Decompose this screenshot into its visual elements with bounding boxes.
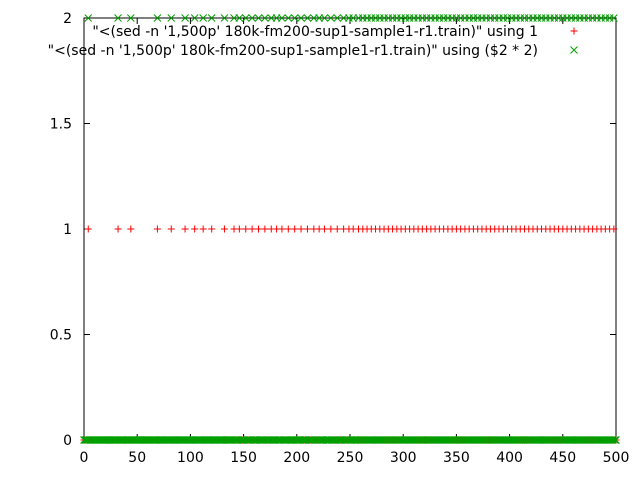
data-point <box>254 14 263 22</box>
legend-marker <box>570 27 578 35</box>
data-point <box>199 225 207 233</box>
series-2 <box>80 14 620 444</box>
data-point <box>333 225 341 233</box>
legend-marker <box>570 46 578 54</box>
legend-label: "<(sed -n '1,500p' 180k-fm200-sup1-sampl… <box>48 43 538 59</box>
data-point <box>612 436 620 444</box>
data-point <box>320 225 328 233</box>
data-point <box>326 14 335 22</box>
data-point <box>235 225 243 233</box>
data-point <box>254 225 262 233</box>
data-point <box>127 225 135 233</box>
data-point <box>190 14 199 22</box>
data-point <box>608 436 617 444</box>
legend: "<(sed -n '1,500p' 180k-fm200-sup1-sampl… <box>48 24 578 59</box>
data-point <box>261 225 269 233</box>
data-marks <box>80 14 620 444</box>
data-point <box>610 225 618 233</box>
x-tick-label: 450 <box>549 450 576 466</box>
data-point <box>181 225 189 233</box>
data-point <box>220 14 229 22</box>
data-point <box>235 14 244 22</box>
x-tick-label: 400 <box>496 450 523 466</box>
series-1 <box>80 225 620 444</box>
data-point <box>167 225 175 233</box>
data-point <box>327 225 335 233</box>
data-point <box>278 14 286 22</box>
x-tick-label: 300 <box>390 450 417 466</box>
data-point <box>114 225 122 233</box>
data-point <box>284 14 293 22</box>
x-tick-label: 100 <box>177 450 204 466</box>
data-point <box>84 225 92 233</box>
data-point <box>291 225 299 233</box>
data-point <box>153 14 162 22</box>
data-point <box>167 14 176 22</box>
data-point <box>297 225 305 233</box>
x-tick-label: 50 <box>128 450 146 466</box>
x-tick-label: 350 <box>443 450 470 466</box>
x-tick-label: 500 <box>603 450 630 466</box>
data-point <box>208 225 216 233</box>
legend-label: "<(sed -n '1,500p' 180k-fm200-sup1-sampl… <box>92 24 538 40</box>
x-tick-label: 150 <box>230 450 257 466</box>
data-point <box>333 14 342 22</box>
data-point <box>248 14 256 22</box>
x-tick-label: 200 <box>283 450 310 466</box>
data-point <box>114 14 122 22</box>
y-tick-label: 2 <box>63 11 72 27</box>
data-point <box>153 225 161 233</box>
data-point <box>241 14 250 22</box>
data-point <box>242 225 250 233</box>
y-tick-label: 1.5 <box>50 117 72 133</box>
data-point <box>290 14 299 22</box>
x-tick-label: 0 <box>80 450 89 466</box>
data-point <box>220 225 228 233</box>
data-point <box>303 14 312 22</box>
data-point <box>284 225 292 233</box>
data-point <box>611 436 619 444</box>
data-point <box>320 14 329 22</box>
y-tick-label: 0 <box>63 433 72 449</box>
data-point <box>191 225 199 233</box>
data-point <box>199 14 208 22</box>
axis-ticks: 0 50 100 150 200 250 300 350 400 450 500 0 0.5 1 1.5 2 <box>50 11 630 466</box>
y-tick-label: 1 <box>63 222 72 238</box>
data-point <box>261 14 269 22</box>
data-point <box>248 225 256 233</box>
data-point <box>207 14 216 22</box>
data-point <box>278 225 286 233</box>
data-point <box>610 14 618 22</box>
data-point <box>297 14 305 22</box>
data-point <box>303 225 311 233</box>
data-point <box>181 14 189 22</box>
data-point <box>126 14 135 22</box>
x-tick-label: 250 <box>337 450 364 466</box>
data-point <box>84 14 93 22</box>
y-tick-label: 0.5 <box>50 328 72 344</box>
